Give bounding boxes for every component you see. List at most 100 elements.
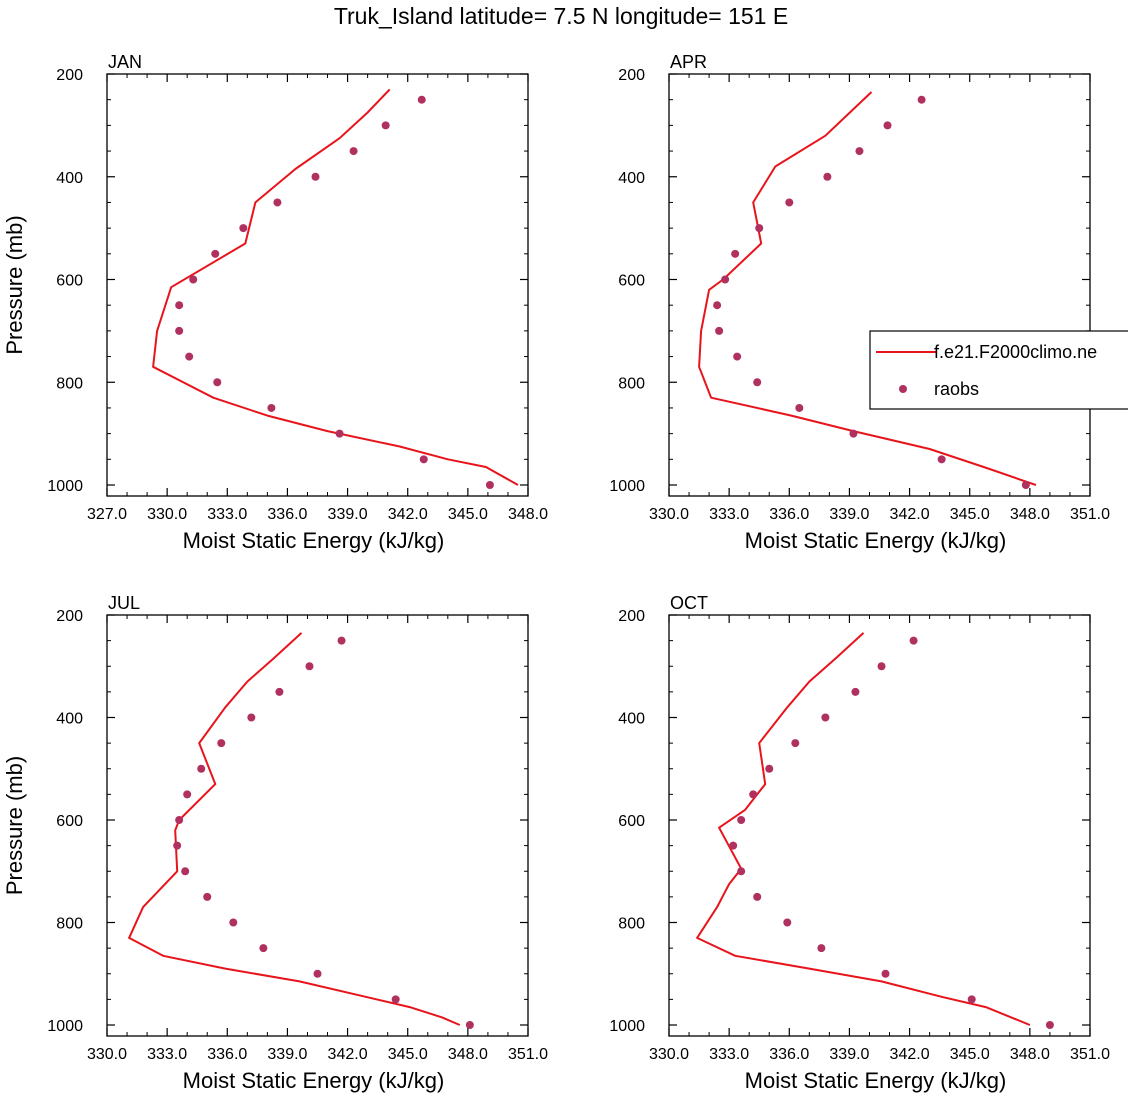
obs-point: [851, 687, 860, 696]
legend-label-model: f.e21.F2000climo.ne: [934, 342, 1097, 362]
obs-point: [917, 95, 926, 104]
obs-point: [175, 816, 184, 824]
obs-point: [197, 764, 206, 773]
obs-point: [229, 918, 238, 927]
y-tick-label: 400: [618, 170, 645, 187]
obs-point: [817, 944, 826, 953]
obs-point: [305, 662, 314, 671]
obs-point: [1021, 481, 1030, 489]
obs-point: [335, 429, 344, 438]
obs-point: [749, 790, 758, 799]
obs-point: [175, 326, 184, 335]
obs-point: [465, 1021, 474, 1029]
y-tick-label: 600: [56, 273, 83, 290]
legend-marker-swatch: [899, 385, 907, 393]
obs-point: [419, 455, 428, 464]
figure-title: Truk_Island latitude= 7.5 N longitude= 1…: [334, 3, 788, 29]
y-tick-label: 400: [56, 711, 83, 728]
x-tick-label: 330.0: [649, 506, 689, 523]
x-tick-label: 348.0: [448, 1046, 488, 1063]
obs-point: [713, 301, 722, 310]
obs-point: [267, 403, 276, 412]
obs-point: [239, 224, 248, 233]
y-tick-label: 600: [618, 813, 645, 830]
chart-panel-jan: JAN 327.0 330.0 333.0 336.0 339.0 342.0 345.0 34…: [2, 52, 548, 553]
obs-point: [883, 121, 892, 130]
y-tick-label: 600: [56, 813, 83, 830]
chart-panel-oct: OCT 330.0 333.0 336.0 339.0 342.0 345.0 348.0 35…: [609, 593, 1110, 1093]
series-line-model: [152, 88, 519, 486]
obs-point: [753, 892, 762, 901]
x-tick-label: 336.0: [207, 1046, 247, 1063]
obs-point: [821, 713, 830, 722]
obs-point: [189, 275, 198, 284]
x-tick-label: 330.0: [649, 1046, 689, 1063]
y-tick-label: 600: [618, 273, 645, 290]
x-tick-label: 336.0: [769, 506, 809, 523]
plot-frame: [668, 73, 1091, 497]
y-tick-label: 800: [56, 375, 83, 392]
obs-point: [275, 687, 284, 696]
series-line-model: [698, 91, 1037, 486]
x-axis-label: Moist Static Energy (kJ/kg): [183, 1068, 445, 1093]
obs-point: [753, 378, 762, 387]
x-tick-label: 345.0: [950, 506, 990, 523]
obs-point: [737, 816, 746, 824]
chart-panel-apr: APR 330.0 333.0 336.0 339.0 342.0 345.0 348.0 35…: [609, 52, 1110, 553]
x-axis-label: Moist Static Energy (kJ/kg): [745, 528, 1007, 553]
panel-title: JAN: [108, 52, 142, 72]
obs-point: [337, 636, 346, 645]
y-tick-label: 400: [618, 711, 645, 728]
obs-point: [273, 198, 282, 207]
obs-point: [217, 739, 226, 748]
panel-title: JUL: [108, 593, 140, 613]
x-tick-label: 351.0: [1070, 1046, 1110, 1063]
obs-point: [785, 198, 794, 207]
obs-point: [909, 636, 918, 645]
x-axis-label: Moist Static Energy (kJ/kg): [745, 1068, 1007, 1093]
y-tick-label: 800: [618, 375, 645, 392]
panel-title: APR: [670, 52, 707, 72]
obs-point: [213, 378, 222, 387]
obs-point: [175, 301, 184, 310]
series-line-model: [128, 632, 461, 1026]
obs-point: [313, 969, 322, 978]
chart-panel-jul: JUL 330.0 333.0 336.0 339.0 342.0 345.0 348.0 35…: [2, 593, 548, 1093]
obs-point: [349, 147, 358, 156]
obs-point: [1045, 1021, 1054, 1029]
x-tick-label: 342.0: [328, 1046, 368, 1063]
x-tick-label: 348.0: [1010, 506, 1050, 523]
obs-point: [755, 224, 764, 233]
legend-box: [869, 330, 1128, 410]
y-tick-label: 1000: [47, 478, 83, 495]
plot-frame: [668, 614, 1091, 1037]
obs-point: [721, 275, 730, 284]
obs-point: [183, 790, 192, 799]
x-tick-label: 339.0: [328, 506, 368, 523]
obs-point: [211, 249, 220, 258]
y-tick-label: 200: [618, 67, 645, 84]
x-tick-label: 345.0: [950, 1046, 990, 1063]
obs-point: [203, 892, 212, 901]
obs-point: [795, 403, 804, 412]
x-tick-label: 339.0: [267, 1046, 307, 1063]
obs-point: [173, 841, 182, 850]
obs-point: [881, 969, 890, 978]
y-axis-label: Pressure (mb): [2, 215, 27, 354]
obs-point: [783, 918, 792, 927]
y-tick-label: 200: [56, 608, 83, 625]
x-tick-label: 342.0: [388, 506, 428, 523]
plot-frame: [106, 614, 529, 1037]
obs-point: [731, 249, 740, 258]
y-tick-label: 1000: [609, 478, 645, 495]
x-tick-label: 351.0: [1070, 506, 1110, 523]
obs-point: [855, 147, 864, 156]
y-tick-label: 1000: [47, 1018, 83, 1035]
y-tick-label: 400: [56, 170, 83, 187]
obs-point: [967, 995, 976, 1004]
x-tick-label: 330.0: [147, 506, 187, 523]
y-tick-label: 200: [56, 67, 83, 84]
obs-point: [485, 481, 494, 489]
obs-point: [715, 326, 724, 335]
